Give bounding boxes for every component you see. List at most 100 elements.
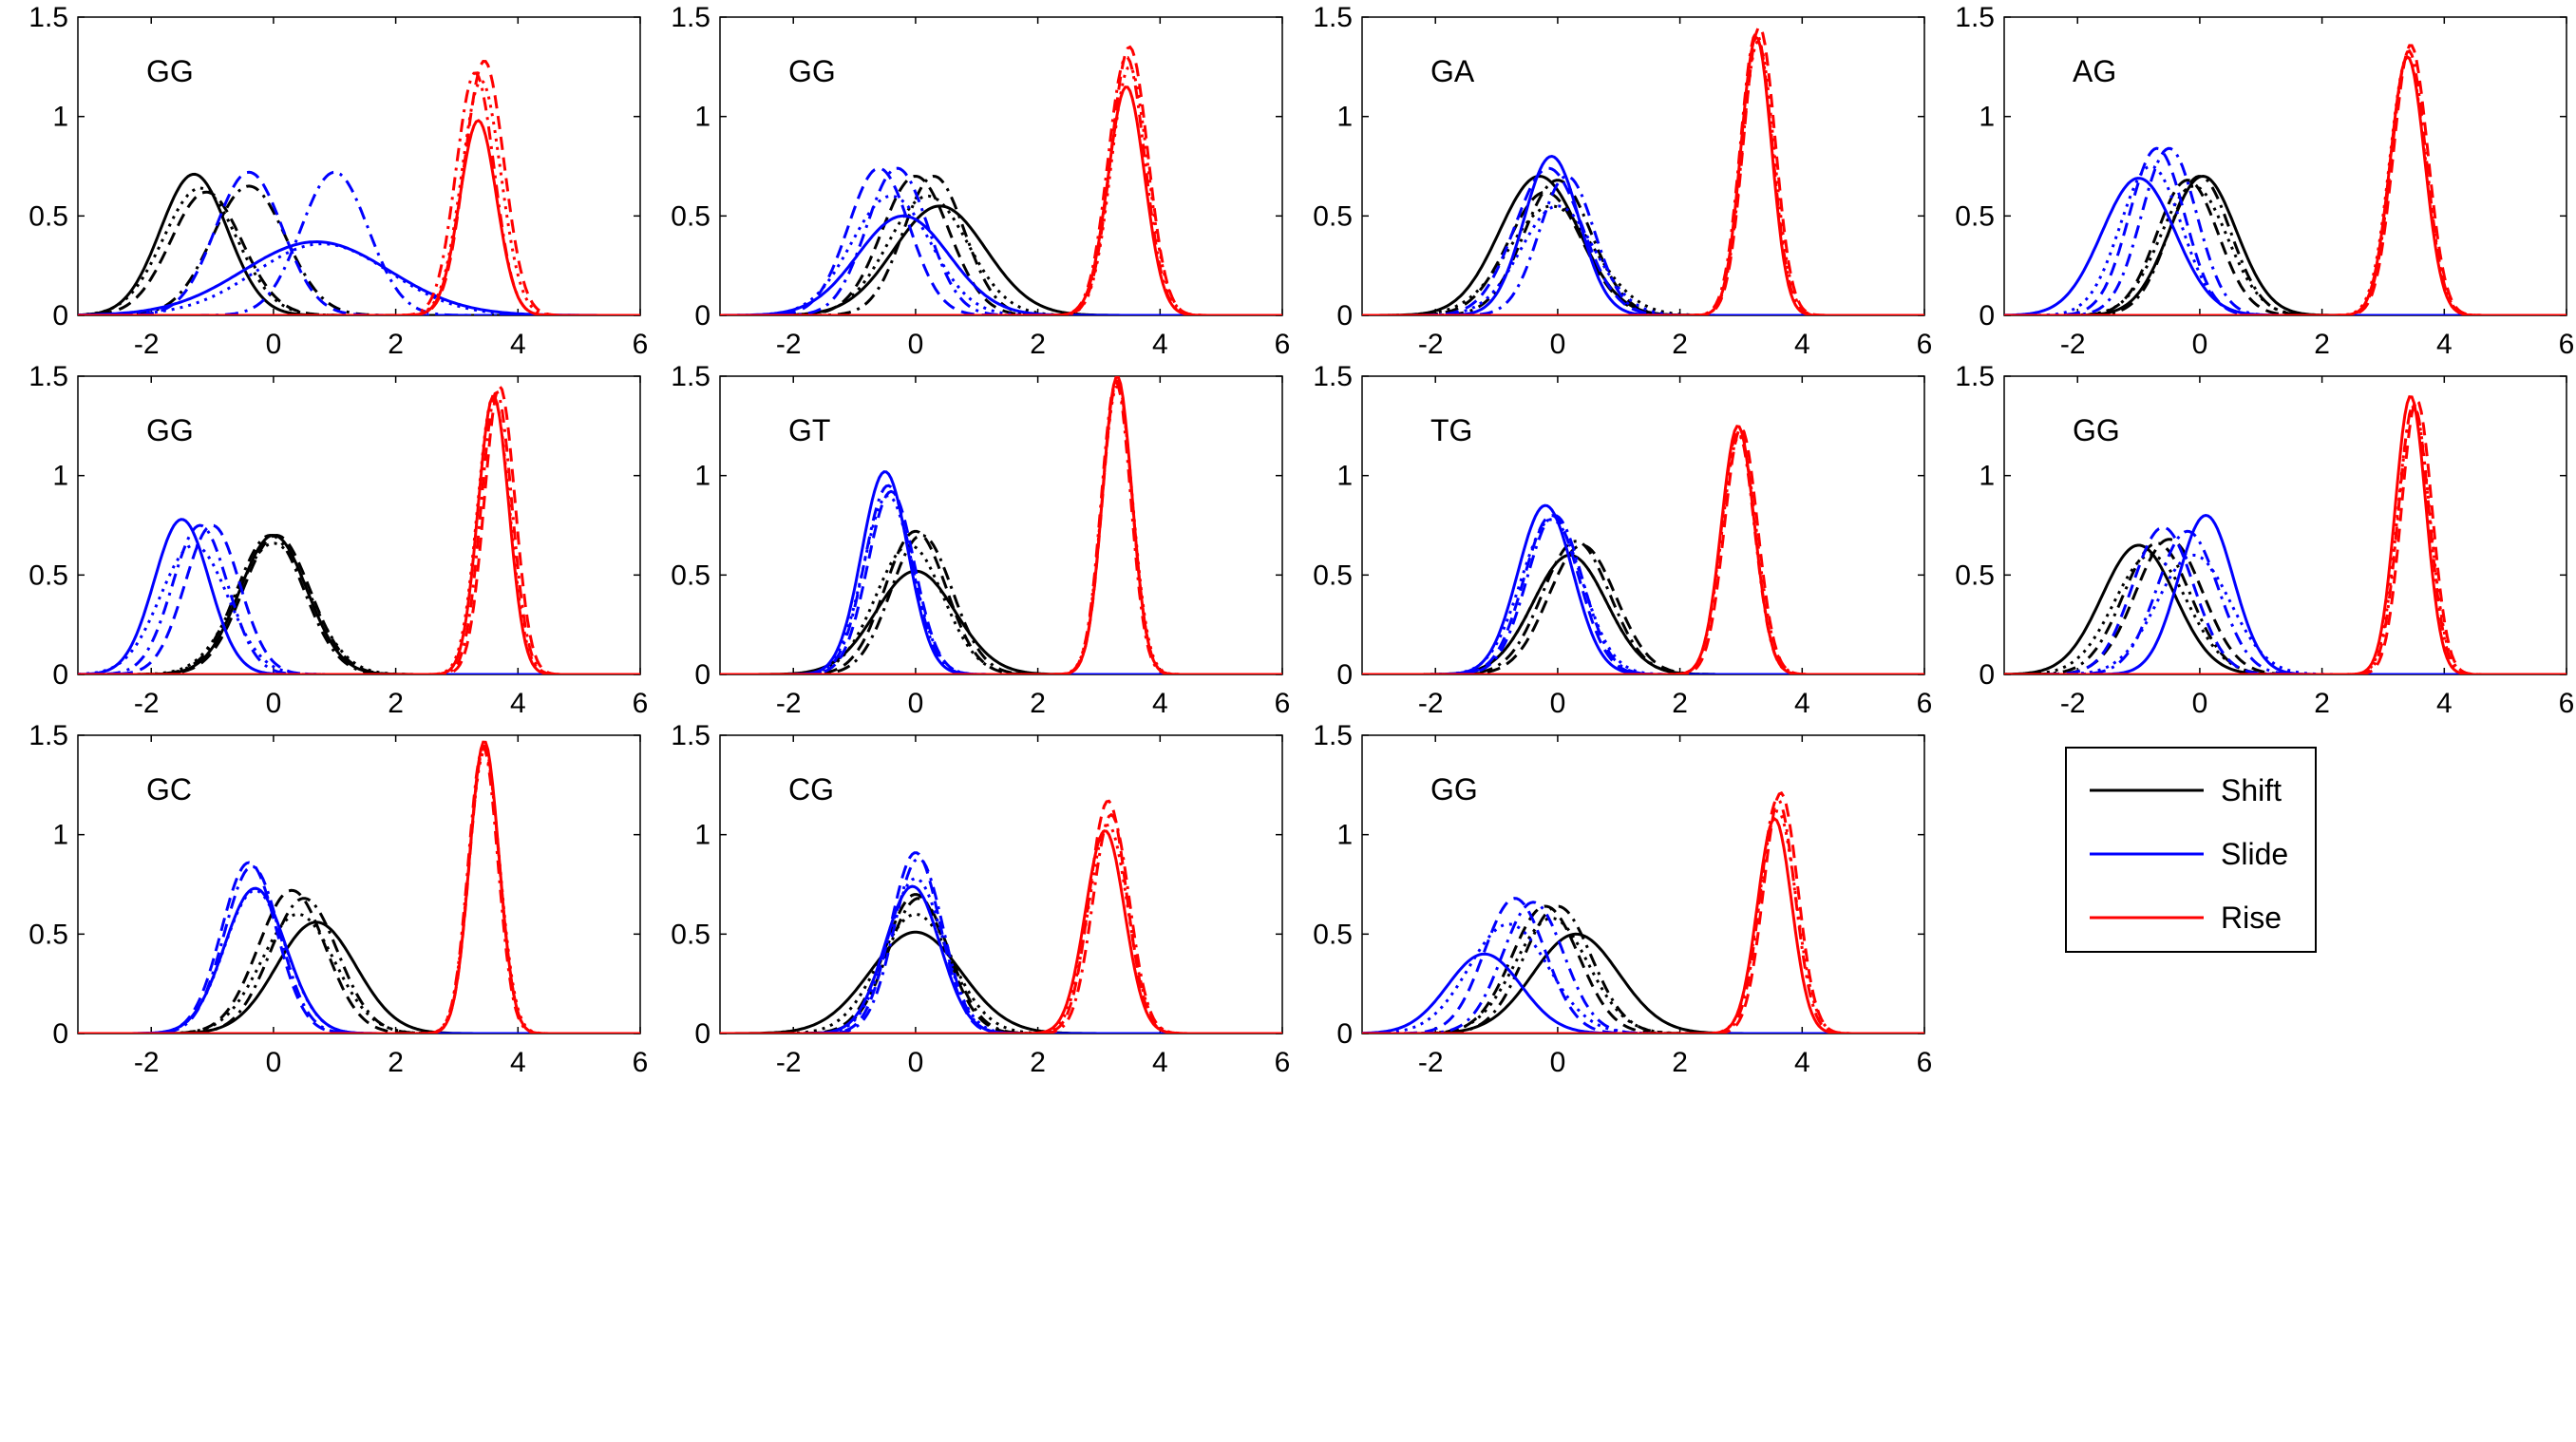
x-tick-label: 2 — [1672, 329, 1688, 360]
y-tick-label: 0.5 — [1955, 200, 1995, 232]
y-tick-label: 1 — [694, 102, 710, 133]
curve-shift-dotted — [78, 541, 640, 674]
curve-slide-dashed — [1362, 166, 1924, 315]
x-tick-label: 2 — [388, 688, 404, 719]
y-tick-label: 0.5 — [28, 919, 68, 950]
curve-slide-dotted — [1362, 922, 1924, 1034]
x-tick-label: -2 — [2060, 329, 2086, 360]
y-tick-label: 1.5 — [28, 720, 68, 751]
x-tick-label: 6 — [633, 688, 649, 719]
curve-rise-solid — [78, 119, 640, 315]
y-tick-label: 0 — [694, 300, 710, 332]
x-tick-label: 4 — [1794, 688, 1810, 719]
curves — [2004, 395, 2567, 674]
y-tick-label: 1.5 — [28, 361, 68, 392]
panel-5: -2 0 2 4 6 0 0.5 1 1.5 GG — [28, 361, 648, 719]
curve-slide-solid — [1362, 952, 1924, 1034]
x-tick-label: 6 — [1275, 1047, 1291, 1078]
panel-10: -2 0 2 4 6 0 0.5 1 1.5 CG — [671, 720, 1290, 1078]
curve-slide-dashed — [720, 166, 1282, 315]
curve-rise-solid — [1362, 816, 1924, 1034]
curve-slide-solid — [1362, 503, 1924, 674]
x-tick-label: 0 — [908, 688, 924, 719]
x-tick-label: 4 — [1152, 329, 1168, 360]
curve-slide-dotted — [720, 877, 1282, 1034]
x-tick-label: 2 — [1030, 329, 1046, 360]
y-tick-label: 0 — [1979, 659, 1995, 691]
curve-shift-solid — [1362, 174, 1924, 315]
curve-slide-dashed — [2004, 525, 2567, 674]
curve-rise-dashed — [1362, 791, 1924, 1034]
x-tick-label: 0 — [266, 1047, 282, 1078]
curves — [78, 740, 640, 1034]
panel-label: CG — [788, 772, 834, 806]
curves — [720, 45, 1282, 315]
y-tick-label: 1 — [52, 102, 68, 133]
panel-1: -2 0 2 4 6 0 0.5 1 1.5 GG — [28, 2, 648, 360]
panel-label: GT — [788, 413, 830, 447]
curves — [78, 383, 640, 674]
curve-shift-dotted — [720, 543, 1282, 674]
x-tick-label: 4 — [510, 1047, 526, 1078]
x-tick-label: 6 — [1917, 688, 1933, 719]
x-tick-label: -2 — [1418, 1047, 1444, 1078]
y-tick-label: 1.5 — [1955, 361, 1995, 392]
curve-shift-dashdot — [78, 533, 640, 674]
y-tick-label: 0 — [694, 659, 710, 691]
curve-rise-dotted — [2004, 54, 2567, 315]
curve-rise-dashdot — [720, 812, 1282, 1034]
curve-slide-dotted — [2004, 553, 2567, 674]
y-tick-label: 1 — [1979, 102, 1995, 133]
y-tick-label: 1.5 — [671, 361, 710, 392]
y-tick-label: 0.5 — [671, 919, 710, 950]
curve-shift-dashdot — [1362, 540, 1924, 674]
panel-label: GG — [788, 54, 836, 88]
curve-slide-solid — [2004, 177, 2567, 315]
curve-shift-dashdot — [720, 897, 1282, 1034]
y-tick-label: 1.5 — [671, 2, 710, 33]
curve-shift-dashed — [720, 174, 1282, 315]
x-tick-label: 0 — [1550, 688, 1566, 719]
x-tick-label: -2 — [134, 1047, 160, 1078]
curve-slide-dashdot — [78, 523, 640, 674]
curve-shift-dotted — [1362, 204, 1924, 315]
y-tick-label: 1.5 — [1313, 2, 1353, 33]
curve-slide-dashdot — [720, 484, 1282, 674]
curve-shift-solid — [720, 930, 1282, 1034]
curve-rise-dotted — [720, 65, 1282, 315]
x-tick-label: 4 — [1152, 1047, 1168, 1078]
x-tick-label: 6 — [1275, 329, 1291, 360]
y-tick-label: 1.5 — [671, 720, 710, 751]
curve-slide-dotted — [1362, 518, 1924, 674]
y-tick-label: 1 — [1336, 461, 1353, 492]
curve-shift-solid — [720, 204, 1282, 315]
curve-slide-dashdot — [2004, 529, 2567, 674]
curve-shift-dotted — [1362, 917, 1924, 1034]
panel-label: GG — [146, 54, 194, 88]
y-tick-label: 1.5 — [1313, 361, 1353, 392]
curve-rise-dashed — [720, 799, 1282, 1034]
curve-slide-dashdot — [720, 166, 1282, 315]
curve-rise-dashed — [78, 59, 640, 315]
curve-slide-dotted — [720, 494, 1282, 674]
curve-slide-dashdot — [1362, 174, 1924, 315]
panel-7: -2 0 2 4 6 0 0.5 1 1.5 TG — [1313, 361, 1932, 719]
x-tick-label: 6 — [2559, 329, 2575, 360]
y-tick-label: 0 — [1979, 300, 1995, 332]
x-tick-label: 4 — [1794, 329, 1810, 360]
y-tick-label: 1 — [694, 461, 710, 492]
y-tick-label: 0.5 — [1955, 560, 1995, 591]
curve-slide-dashed — [1362, 897, 1924, 1034]
y-tick-label: 0 — [52, 300, 68, 332]
legend-label-slide: Slide — [2221, 837, 2288, 871]
curve-shift-dotted — [720, 194, 1282, 315]
curve-slide-dashdot — [1362, 901, 1924, 1034]
panel-label: GC — [146, 772, 192, 806]
x-tick-label: 2 — [1030, 688, 1046, 719]
x-tick-label: -2 — [776, 688, 802, 719]
x-tick-label: -2 — [2060, 688, 2086, 719]
legend-label-rise: Rise — [2221, 901, 2282, 935]
x-tick-label: -2 — [134, 688, 160, 719]
curve-slide-solid — [720, 214, 1282, 315]
curve-shift-solid — [2004, 174, 2567, 315]
